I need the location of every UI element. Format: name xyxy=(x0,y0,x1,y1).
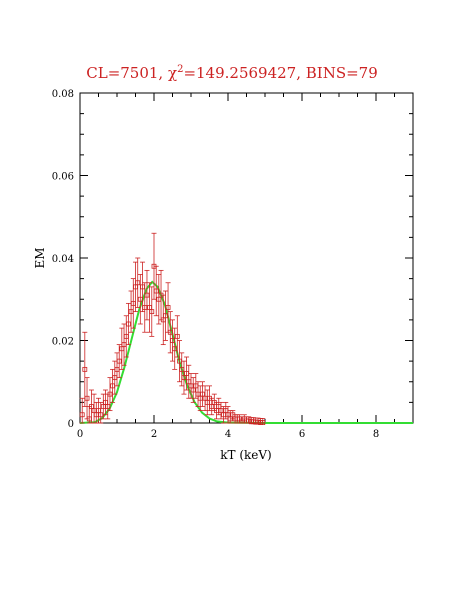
y-tick-labels: 0 0.02 0.04 0.06 0.08 xyxy=(52,89,74,430)
data-point xyxy=(79,412,85,418)
y-axis-label: EM xyxy=(33,247,47,268)
y-tick-label: 0.02 xyxy=(52,337,74,348)
data-point xyxy=(174,333,180,339)
data-point xyxy=(255,419,261,425)
x-tick-label: 6 xyxy=(299,429,305,440)
x-axis-label: kT (keV) xyxy=(220,448,272,462)
data-point xyxy=(82,366,88,372)
data-point xyxy=(181,375,187,381)
y-tick-label: 0.08 xyxy=(52,89,74,100)
data-point xyxy=(98,412,104,418)
data-point xyxy=(190,387,196,393)
data-point xyxy=(153,288,159,294)
data-point xyxy=(89,404,94,409)
data-point xyxy=(107,391,113,397)
x-tick-label: 0 xyxy=(77,429,83,440)
plot-frame xyxy=(79,92,414,424)
data-point xyxy=(135,280,141,286)
title-chi: χ xyxy=(168,64,177,82)
data-point xyxy=(260,420,266,425)
data-point xyxy=(84,395,90,401)
minor-ticks xyxy=(79,92,414,424)
data-point xyxy=(149,309,155,315)
data-layer xyxy=(79,232,266,425)
x-tick-label: 4 xyxy=(225,429,231,440)
y-tick-label: 0 xyxy=(68,419,74,430)
title-suffix: =149.2569427, BINS=79 xyxy=(183,64,377,82)
data-point xyxy=(116,358,122,364)
data-point xyxy=(172,346,178,352)
data-point xyxy=(163,313,168,319)
y-tick-label: 0.04 xyxy=(52,254,74,265)
title-sup: 2 xyxy=(177,64,183,75)
data-point xyxy=(144,292,150,298)
x-tick-labels: 0 2 4 6 8 xyxy=(77,429,379,440)
x-tick-label: 2 xyxy=(151,429,157,440)
data-point xyxy=(209,404,215,409)
chart-title: CL=7501, χ2=149.2569427, BINS=79 xyxy=(86,64,378,82)
data-point xyxy=(200,391,205,397)
data-point xyxy=(126,321,131,327)
data-point xyxy=(165,305,171,310)
x-tick-label: 8 xyxy=(373,429,379,440)
title-prefix: CL=7501, xyxy=(86,64,168,82)
y-tick-label: 0.06 xyxy=(52,172,74,183)
data-point xyxy=(218,408,224,414)
data-point xyxy=(246,418,252,424)
